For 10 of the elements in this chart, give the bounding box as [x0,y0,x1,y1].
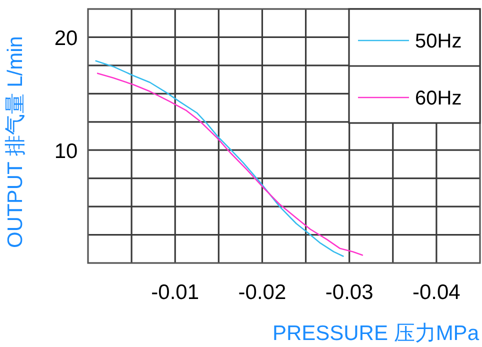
y-tick-label: 20 [54,27,78,50]
x-tick-label: -0.01 [151,281,200,304]
y-axis-title: OUTPUT 排气量 L/min [4,36,27,248]
legend-label: 60Hz [415,88,462,110]
x-tick-label: -0.02 [238,281,286,304]
legend-label: 50Hz [415,30,462,52]
x-tick-label: -0.03 [325,281,374,304]
x-tick-label: -0.04 [412,281,461,304]
y-tick-label: 10 [54,140,78,164]
x-axis-title: PRESSURE 压力MPa [272,322,480,345]
